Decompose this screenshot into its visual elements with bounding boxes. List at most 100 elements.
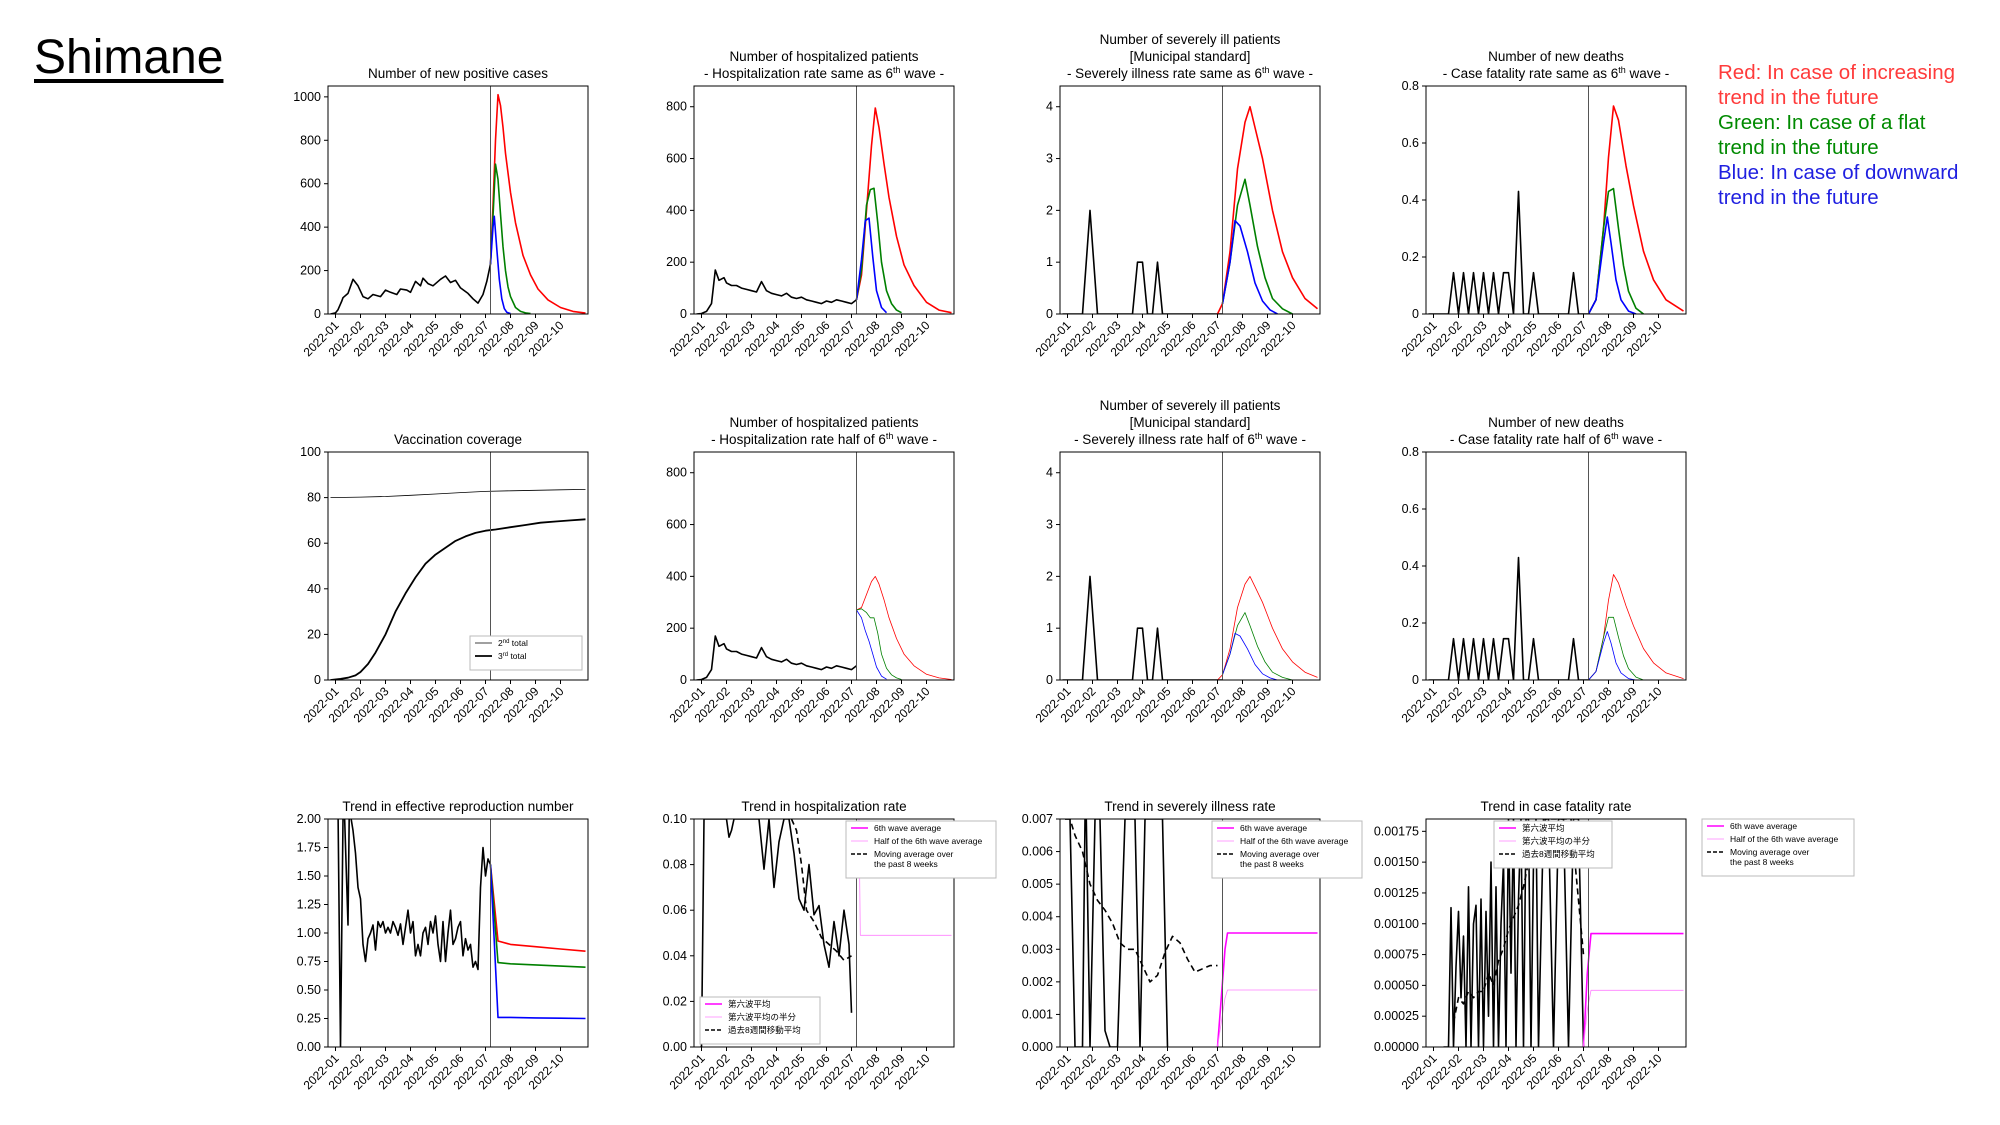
chart-title: [Municipal standard] [1130,49,1251,64]
chart-title: Number of new deaths [1488,49,1624,64]
chart-title: - Hospitalization rate same as 6th wave … [704,65,944,81]
series-line [1065,819,1218,983]
chart-deaths-6th: Number of new deaths- Case fatality rate… [1399,49,1687,359]
series-line [1587,216,1637,314]
chart-title: Vaccination coverage [394,432,522,447]
y-tick-label: 200 [300,264,321,278]
legend-label: 6th wave average [1240,823,1307,833]
y-tick-label: 800 [666,466,687,480]
plot-area [700,819,952,1047]
legend-label: 第六波平均 [1522,823,1565,833]
series-line [1583,989,1684,1047]
y-tick-label: 0.10 [663,812,687,826]
series-line [1217,576,1318,680]
slide-title: Shimane [34,31,224,84]
legend-box [699,996,821,1045]
y-tick-label: 0.00100 [1374,917,1419,931]
legend-label: 3rd total [498,651,527,661]
y-tick-label: 1.00 [297,926,321,940]
scenario-note-line: trend in the future [1718,136,1879,159]
y-tick-label: 2 [1046,569,1053,583]
chart-title: Number of severely ill patients [1100,398,1281,413]
scenario-note-line: Red: In case of increasing [1718,61,1956,84]
y-tick-label: 0.6 [1402,502,1419,516]
legend-label: Moving average over [1730,847,1810,857]
legend-label: Moving average over [1240,849,1320,859]
series-line [1221,219,1278,314]
plot-area [696,576,952,680]
series-line [855,217,888,314]
series-line [1588,616,1644,680]
series-line [489,864,586,1020]
y-tick-label: 600 [300,177,321,191]
plot-area [330,93,586,314]
y-tick-label: 2.00 [297,812,321,826]
series-line [856,608,902,680]
y-tick-label: 0.003 [1022,942,1053,956]
y-tick-label: 1.25 [297,898,321,912]
y-tick-label: 800 [300,133,321,147]
y-tick-label: 80 [307,491,321,505]
plot-frame [1425,818,1687,1048]
series-line [1582,932,1684,1047]
chart-severe-6th: Number of severely ill patients [Municipa… [1033,32,1321,359]
series-line [696,269,857,314]
plot-frame [1425,451,1687,681]
legend-label: 過去8週間移動平均 [1522,849,1595,859]
y-tick-label: 200 [666,621,687,635]
chart-deaths-half: Number of new deaths- Case fatality rate… [1399,415,1687,725]
plot-area [330,489,586,680]
y-tick-label: 0.08 [663,858,687,872]
series-line [696,635,857,680]
y-tick-label: 0.6 [1402,136,1419,150]
chart-title: - Case fatality rate same as 6th wave - [1443,65,1670,81]
series-line [1587,187,1644,314]
chart-fatality-rate: Trend in case fatality rate 0.00000 0.0002… [1374,799,1855,1092]
legend-label: 6th wave average [1730,821,1797,831]
plot-frame [1425,85,1687,315]
legend-outer: 6th wave average Half of the 6th wave ave… [1701,818,1855,877]
y-tick-label: 100 [300,445,321,459]
series-line [1587,105,1684,314]
chart-title: Trend in severely illness rate [1104,799,1275,814]
legend-label: the past 8 weeks [1240,859,1304,869]
series-line [1428,190,1589,314]
scenario-note-line: trend in the future [1718,186,1879,209]
y-tick-label: 0 [680,307,687,321]
y-tick-label: 0.00000 [1374,1040,1419,1054]
chart-hospitalized-half: Number of hospitalized patients- Hospita… [666,415,955,725]
y-tick-label: 400 [666,203,687,217]
y-tick-label: 1.75 [297,841,321,855]
legend-label: Half of the 6th wave average [874,836,982,846]
chart-severe-rate: Trend in severely illness rate 0.000 0.001… [1022,799,1363,1092]
chart-hosp-rate: Trend in hospitalization rate 0.00 0.02 0.0… [663,799,997,1092]
plot-frame [693,85,955,315]
y-tick-label: 0.00175 [1374,824,1419,838]
plot-area [1062,575,1318,680]
y-tick-label: 1000 [293,90,321,104]
y-tick-label: 40 [307,582,321,596]
legend-box [1211,820,1363,879]
legend-label: 6th wave average [874,823,941,833]
plot-area [337,819,586,1047]
legend-label: Half of the 6th wave average [1240,836,1348,846]
legend-box [469,635,583,671]
y-tick-label: 2 [1046,203,1053,217]
chart-title: - Hospitalization rate half of 6th wave … [711,431,937,447]
y-tick-label: 0.007 [1022,812,1053,826]
y-tick-label: 0.02 [663,994,687,1008]
scenario-legend-note: Red: In case of increasing trend in the f… [1718,60,1958,210]
y-tick-label: 0.001 [1022,1007,1053,1021]
y-tick-label: 0 [314,673,321,687]
legend-label: the past 8 weeks [874,859,938,869]
series-line [856,819,952,936]
y-tick-label: 3 [1046,518,1053,532]
plot-frame [1059,818,1321,1048]
legend-label: Moving average over [874,849,954,859]
chart-title: Number of hospitalized patients [729,49,918,64]
y-tick-label: 0 [1412,307,1419,321]
y-tick-label: 0.25 [297,1012,321,1026]
series-line [1216,105,1319,314]
